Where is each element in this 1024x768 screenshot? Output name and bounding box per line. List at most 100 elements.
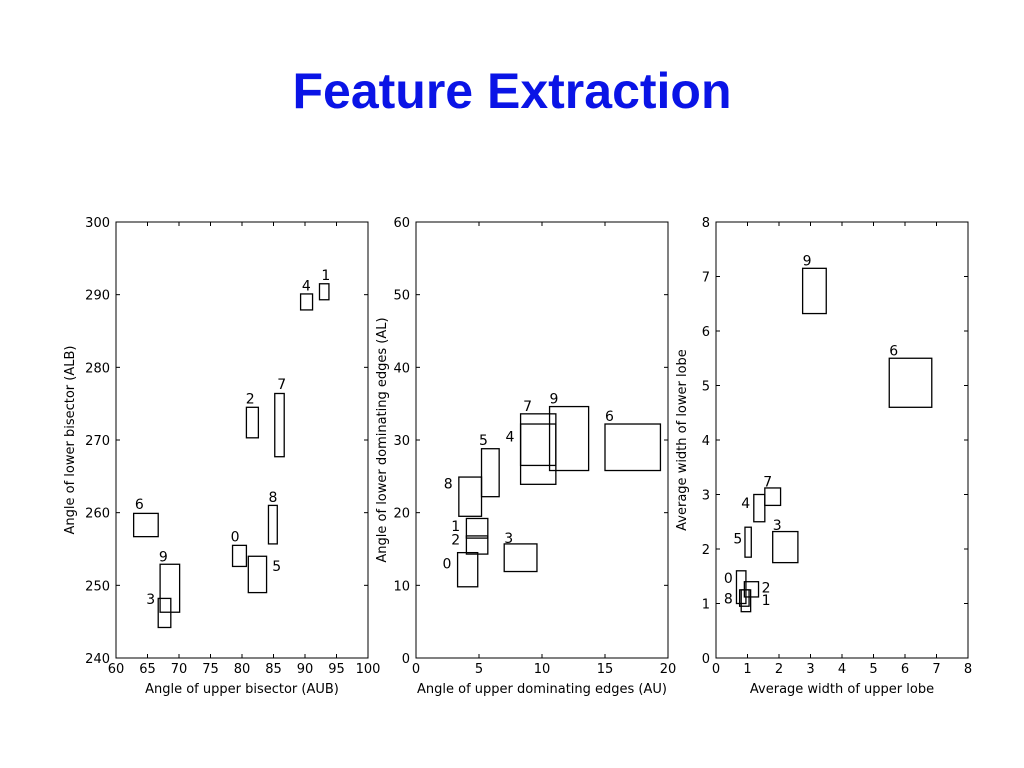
x-axis-label: Angle of upper dominating edges (AU) bbox=[417, 682, 667, 697]
data-box-7 bbox=[519, 413, 557, 485]
y-tick-label: 60 bbox=[393, 216, 410, 231]
data-box-8 bbox=[738, 589, 750, 607]
data-box-1 bbox=[465, 517, 489, 539]
data-box-5 bbox=[480, 448, 500, 498]
x-tick-label: 85 bbox=[265, 662, 282, 677]
data-box-label: 5 bbox=[272, 559, 281, 575]
x-tick-label: 90 bbox=[297, 662, 314, 677]
x-tick-label: 65 bbox=[139, 662, 156, 677]
data-box-3 bbox=[503, 543, 538, 573]
y-axis-label: Angle of lower dominating edges (AL) bbox=[375, 317, 390, 562]
y-tick-label: 260 bbox=[85, 507, 110, 522]
data-box-0 bbox=[456, 551, 479, 588]
y-tick-label: 40 bbox=[393, 361, 410, 376]
data-box-label: 8 bbox=[724, 592, 733, 608]
data-box-label: 1 bbox=[762, 593, 771, 609]
data-box-label: 7 bbox=[523, 399, 532, 415]
data-box-7 bbox=[764, 487, 782, 507]
data-box-5 bbox=[247, 555, 268, 594]
y-tick-label: 3 bbox=[702, 489, 710, 504]
data-box-label: 3 bbox=[146, 592, 155, 608]
x-tick-label: 95 bbox=[328, 662, 345, 677]
x-tick-label: 6 bbox=[901, 662, 909, 677]
data-box-2 bbox=[245, 406, 260, 439]
data-box-3 bbox=[157, 597, 172, 629]
y-tick-label: 6 bbox=[702, 325, 710, 340]
plot-frame bbox=[715, 221, 969, 659]
x-tick-label: 5 bbox=[475, 662, 483, 677]
x-tick-label: 0 bbox=[712, 662, 720, 677]
x-tick-label: 8 bbox=[964, 662, 972, 677]
data-box-label: 0 bbox=[442, 557, 451, 573]
data-box-8 bbox=[458, 476, 483, 517]
data-box-4 bbox=[299, 293, 314, 311]
y-tick-label: 8 bbox=[702, 216, 710, 231]
data-box-9 bbox=[159, 563, 181, 613]
x-tick-label: 7 bbox=[932, 662, 940, 677]
data-box-label: 6 bbox=[135, 497, 144, 513]
data-box-8 bbox=[267, 504, 278, 545]
data-box-3 bbox=[772, 530, 799, 564]
x-tick-label: 60 bbox=[108, 662, 125, 677]
data-box-label: 7 bbox=[277, 377, 286, 393]
data-box-label: 8 bbox=[444, 477, 453, 493]
x-tick-label: 10 bbox=[534, 662, 551, 677]
x-tick-label: 0 bbox=[412, 662, 420, 677]
y-tick-label: 20 bbox=[393, 507, 410, 522]
x-tick-label: 4 bbox=[838, 662, 846, 677]
y-tick-label: 1 bbox=[702, 598, 710, 613]
x-tick-label: 80 bbox=[234, 662, 251, 677]
y-tick-label: 0 bbox=[702, 652, 710, 667]
data-box-6 bbox=[604, 423, 662, 472]
y-tick-label: 2 bbox=[702, 543, 710, 558]
y-tick-label: 4 bbox=[702, 434, 710, 449]
y-tick-label: 300 bbox=[85, 216, 110, 231]
y-tick-label: 30 bbox=[393, 434, 410, 449]
data-box-label: 2 bbox=[246, 392, 255, 408]
y-tick-label: 50 bbox=[393, 289, 410, 304]
data-box-4 bbox=[519, 423, 557, 467]
x-tick-label: 15 bbox=[597, 662, 614, 677]
data-box-label: 4 bbox=[505, 429, 514, 445]
x-tick-label: 2 bbox=[775, 662, 783, 677]
x-tick-label: 1 bbox=[743, 662, 751, 677]
data-box-label: 2 bbox=[762, 581, 771, 597]
y-tick-label: 250 bbox=[85, 579, 110, 594]
data-box-6 bbox=[888, 357, 933, 408]
x-axis-label: Angle of upper bisector (AUB) bbox=[145, 682, 339, 697]
plot-frame bbox=[415, 221, 669, 659]
data-box-label: 3 bbox=[773, 518, 782, 534]
data-box-label: 7 bbox=[763, 474, 772, 490]
x-tick-label: 5 bbox=[869, 662, 877, 677]
slide-title: Feature Extraction bbox=[292, 63, 732, 119]
data-box-label: 0 bbox=[724, 571, 733, 587]
data-box-label: 1 bbox=[321, 268, 330, 284]
data-box-label: 4 bbox=[302, 278, 311, 294]
x-tick-label: 75 bbox=[202, 662, 219, 677]
chart-2: 0 5 10 15 20 0 10 20 30 40 50 60 Angle of upper domi… bbox=[375, 216, 676, 697]
x-tick-label: 3 bbox=[806, 662, 814, 677]
y-axis-label: Angle of lower bisector (ALB) bbox=[63, 346, 78, 535]
data-box-label: 9 bbox=[159, 549, 168, 565]
data-box-4 bbox=[753, 493, 766, 523]
data-box-0 bbox=[231, 544, 248, 568]
y-tick-label: 10 bbox=[393, 579, 410, 594]
data-box-9 bbox=[801, 267, 827, 315]
data-box-label: 0 bbox=[231, 530, 240, 546]
data-box-label: 4 bbox=[741, 496, 750, 512]
data-box-5 bbox=[744, 526, 752, 558]
data-box-label: 5 bbox=[733, 532, 742, 548]
chart-1: 60 65 70 75 80 85 90 95 100240250260270280290300… bbox=[63, 216, 380, 697]
data-box-label: 1 bbox=[451, 519, 460, 535]
x-tick-label: 70 bbox=[171, 662, 188, 677]
y-tick-label: 290 bbox=[85, 289, 110, 304]
x-tick-label: 100 bbox=[356, 662, 381, 677]
y-tick-label: 280 bbox=[85, 361, 110, 376]
data-box-7 bbox=[274, 392, 285, 458]
data-box-label: 6 bbox=[889, 344, 898, 360]
data-box-label: 8 bbox=[268, 490, 277, 506]
data-box-label: 2 bbox=[451, 533, 460, 549]
x-tick-label: 20 bbox=[660, 662, 677, 677]
